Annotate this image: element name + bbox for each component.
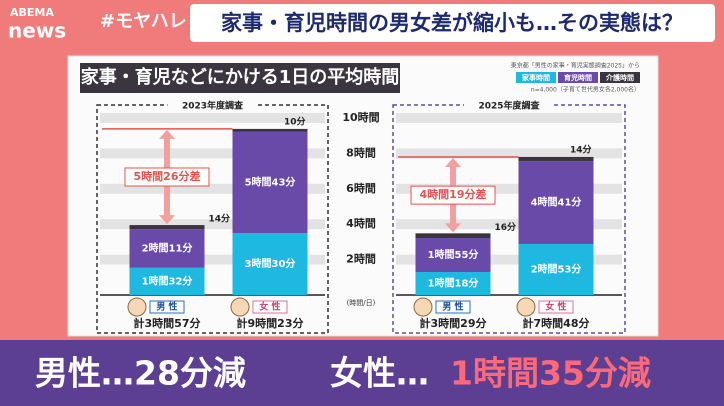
headline: 家事・育児時間の男女差が縮小も…その実態は？ — [221, 11, 683, 35]
value-label: 16分 — [495, 221, 517, 233]
legend-swatch — [600, 72, 640, 83]
total-label: 計3時間29分 — [420, 316, 487, 330]
difference-label: 4時間19分差 — [420, 187, 487, 201]
title-box — [80, 63, 400, 93]
y-unit: (時間/日) — [347, 299, 376, 307]
panel-title-bg — [464, 99, 554, 112]
person-icon — [230, 297, 250, 317]
difference-box — [410, 185, 496, 205]
panel-title: 2023年度調査 — [182, 100, 244, 112]
value-label: 1時間32分 — [142, 274, 193, 287]
source: 東京都「男性の家事・育児実態調査2025」から — [511, 62, 640, 70]
arrow-head — [159, 129, 175, 139]
gender-box — [252, 300, 288, 314]
caption-men: 男性…28分減 — [35, 354, 246, 393]
grid-band — [100, 254, 325, 265]
difference-box — [124, 167, 210, 187]
y-tick-label: 10時間 — [342, 110, 379, 124]
value-label: 5時間43分 — [245, 175, 296, 188]
sample-note: n=4,000（子育て世代男女各2,000名） — [531, 86, 640, 94]
gender-box — [538, 300, 574, 314]
legend-label: 育児時間 — [564, 73, 592, 82]
legend-swatch — [558, 72, 598, 83]
bar-segment — [129, 229, 205, 268]
grid-band — [396, 113, 622, 123]
bar-segment — [518, 156, 594, 162]
bar-segment — [518, 243, 594, 295]
total-label: 計7時間48分 — [523, 316, 590, 330]
bar-segment — [518, 161, 594, 244]
value-label: 2時間53分 — [531, 262, 582, 275]
arrow-head — [445, 223, 461, 233]
value-label: 14分 — [209, 213, 231, 225]
y-tick-label: 4時間 — [346, 216, 376, 230]
chart-panel-title: 家事・育児などにかける1日の平均時間 — [81, 66, 400, 88]
logo-bottom: news — [8, 19, 66, 43]
grid-band — [396, 148, 622, 159]
legend-label: 家事時間 — [522, 73, 550, 82]
bar-segment — [129, 267, 205, 295]
hashtag: #モヤハレ — [100, 11, 187, 32]
y-tick-label: 6時間 — [346, 181, 376, 195]
category-label: 女 性 — [545, 301, 566, 313]
person-icon — [413, 297, 433, 317]
grid-band — [100, 113, 325, 123]
caption-women-change: 1時間35分減 — [450, 354, 651, 393]
bar-segment — [232, 233, 308, 295]
grid-band — [100, 148, 325, 159]
category-label: 女 性 — [259, 301, 280, 313]
value-label: 14分 — [570, 143, 592, 155]
category-label: 男 性 — [442, 301, 463, 313]
bar-segment — [232, 128, 308, 132]
legend-label: 介護時間 — [605, 73, 634, 82]
caption-band — [0, 340, 724, 406]
value-label: 3時間30分 — [245, 257, 296, 270]
bar-segment — [129, 225, 205, 230]
bar-segment — [415, 233, 491, 239]
logo-top: ABEMA — [10, 6, 54, 19]
y-tick-label: 2時間 — [346, 252, 376, 266]
bar-segment — [415, 271, 491, 295]
panel-title: 2025年度調査 — [478, 100, 540, 112]
total-label: 計3時間57分 — [134, 316, 201, 330]
value-label: 2時間11分 — [142, 242, 193, 255]
legend-swatch — [516, 72, 556, 83]
grid-band — [100, 219, 325, 230]
value-label: 10分 — [284, 115, 306, 127]
person-icon — [127, 297, 147, 317]
total-label: 計9時間23分 — [237, 316, 304, 330]
headline-box — [190, 4, 715, 42]
bar-segment — [415, 238, 491, 272]
value-label: 1時間18分 — [428, 276, 479, 289]
panel-title-bg — [167, 99, 258, 112]
bar-segment — [232, 131, 308, 234]
arrow-head — [445, 157, 461, 167]
grid-band — [396, 183, 622, 194]
grid-band — [100, 183, 325, 194]
value-label: 4時間41分 — [531, 196, 582, 209]
person-icon — [516, 297, 536, 317]
grid-band — [396, 219, 622, 230]
value-label: 1時間55分 — [428, 248, 479, 261]
grid-band — [396, 254, 622, 265]
gender-box — [149, 300, 185, 314]
gender-box — [435, 300, 471, 314]
caption-women: 女性… — [330, 354, 429, 393]
arrow-head — [159, 215, 175, 225]
difference-label: 5時間26分差 — [134, 169, 201, 183]
y-tick-label: 8時間 — [346, 145, 376, 159]
category-label: 男 性 — [156, 301, 177, 313]
